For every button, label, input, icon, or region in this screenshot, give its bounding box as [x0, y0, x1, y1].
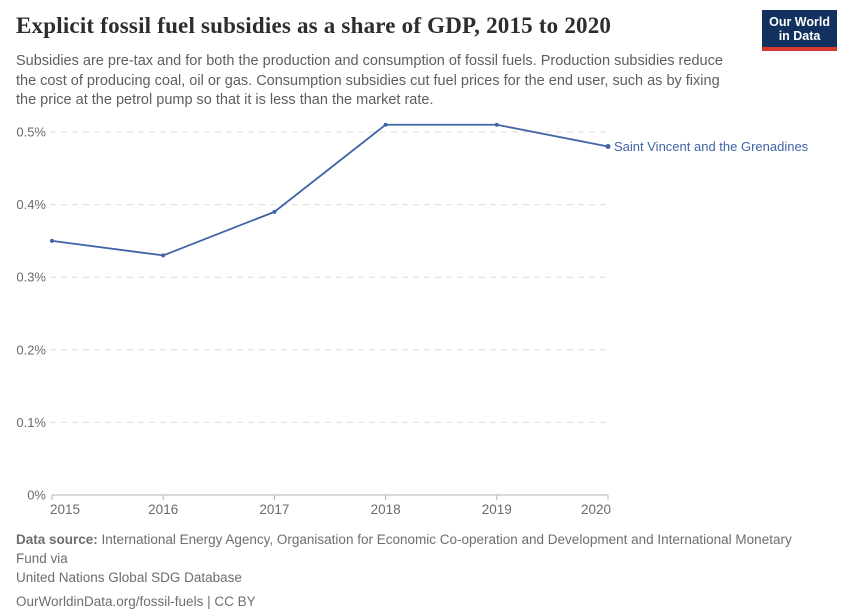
citation-line: OurWorldinData.org/fossil-fuels | CC BY	[16, 594, 256, 609]
line-chart-plot-area[interactable]: 0% 0.1% 0.2% 0.3% 0.4% 0.5% 2015 2016 2017 2018 20…	[0, 110, 850, 525]
subtitle-line: Subsidies are pre-tax and for both the p…	[16, 53, 723, 69]
data-point-marker[interactable]	[383, 122, 388, 127]
subtitle-line: the cost of producing coal, oil or gas. …	[16, 72, 720, 89]
x-axis-tick-label: 2020	[581, 502, 611, 517]
subtitle-line: the price at the petrol pump so that it …	[16, 92, 434, 108]
data-point-marker[interactable]	[605, 144, 611, 150]
data-source-line2: United Nations Global SDG Database	[16, 570, 242, 585]
data-source-note: Data source: International Energy Agency…	[16, 530, 821, 587]
owid-logo: Our World in Data	[762, 10, 837, 51]
x-axis-tick-label: 2018	[371, 502, 401, 517]
y-axis-tick-label: 0.1%	[16, 415, 46, 430]
y-axis-tick-label: 0%	[27, 488, 46, 503]
x-axis-tick-label: 2015	[50, 502, 80, 517]
series-end-label: Saint Vincent and the Grenadines	[614, 139, 809, 154]
y-axis-tick-label: 0.4%	[16, 197, 46, 212]
series-line[interactable]	[51, 123, 609, 257]
x-axis-tick-label: 2016	[148, 502, 178, 517]
data-point-marker[interactable]	[272, 209, 277, 214]
data-point-marker[interactable]	[161, 253, 166, 258]
data-source-label: Data source:	[16, 532, 98, 547]
owid-logo-line2: in Data	[778, 29, 821, 43]
data-source-line1: International Energy Agency, Organisatio…	[16, 532, 792, 566]
data-point-marker[interactable]	[50, 238, 54, 243]
page-title: Explicit fossil fuel subsidies as a shar…	[16, 13, 612, 38]
x-axis-tick-label: 2019	[482, 502, 512, 517]
y-axis-tick-label: 0.5%	[16, 125, 46, 140]
data-point-marker[interactable]	[494, 122, 499, 127]
y-axis-tick-label: 0.3%	[16, 270, 46, 285]
chart-footer: Data source: International Energy Agency…	[16, 530, 821, 611]
y-axis-tick-label: 0.2%	[16, 342, 46, 357]
owid-logo-line1: Our World	[769, 15, 830, 29]
chart-subtitle: Subsidies are pre-tax and for both the p…	[16, 52, 723, 111]
x-axis-tick-label: 2017	[259, 502, 289, 517]
